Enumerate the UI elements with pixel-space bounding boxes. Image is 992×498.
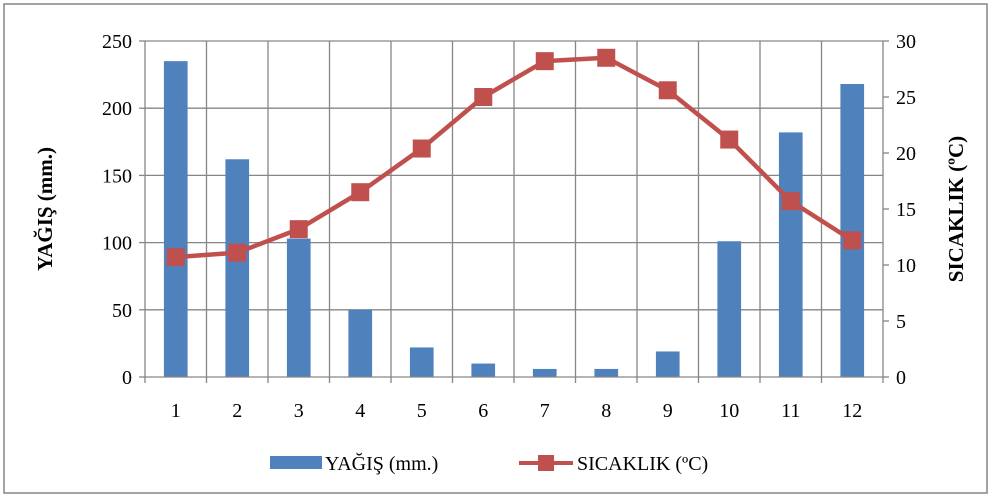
temperature-point	[597, 48, 616, 67]
temperature-point	[535, 52, 554, 71]
x-tick-label: 8	[601, 400, 611, 422]
y2-tick-label: 30	[896, 31, 916, 53]
x-tick-label: 9	[663, 400, 673, 422]
temperature-point	[720, 130, 739, 149]
grid-layer	[145, 40, 883, 377]
bar	[655, 351, 680, 377]
temperature-point	[166, 248, 185, 267]
bar	[348, 309, 373, 377]
temperature-point	[228, 243, 247, 262]
legend: YAĞIŞ (mm.) SICAKLIK (ºC)	[270, 452, 708, 475]
y-tick-label: 250	[102, 31, 132, 53]
y2-tick-label: 25	[896, 87, 916, 109]
chart-frame	[3, 3, 988, 494]
legend-line-marker	[538, 455, 554, 471]
temperature-point	[351, 183, 370, 202]
x-tick-label: 6	[478, 400, 488, 422]
y2-tick-label: 10	[896, 255, 916, 277]
temperature-point	[843, 231, 862, 250]
bar	[840, 84, 865, 378]
legend-line-label: SICAKLIK (ºC)	[577, 453, 708, 475]
x-tick-label: 10	[719, 400, 739, 422]
y-axis-title: YAĞIŞ (mm.)	[33, 147, 57, 271]
y2-tick-label: 20	[896, 143, 916, 165]
y-tick-label: 150	[102, 165, 132, 187]
temperature-point	[412, 139, 431, 158]
y2-tick-label: 0	[896, 367, 906, 389]
y-tick-label: 100	[102, 233, 132, 255]
bar	[471, 363, 496, 377]
temperature-point	[474, 88, 493, 106]
bar	[286, 238, 311, 377]
y-tick-label: 0	[122, 367, 132, 389]
bar	[532, 368, 557, 377]
x-tick-label: 4	[355, 400, 365, 422]
temperature-line	[175, 55, 854, 260]
bar	[594, 368, 619, 377]
temperature-point	[658, 81, 677, 100]
bar	[409, 347, 434, 377]
bar	[163, 61, 188, 377]
y2-tick-label: 5	[896, 311, 906, 333]
legend-bar-label: YAĞIŞ (mm.)	[325, 452, 438, 475]
x-tick-label: 3	[294, 400, 304, 422]
line-layer	[166, 48, 862, 267]
x-tick-label: 11	[781, 400, 800, 422]
x-tick-label: 12	[842, 400, 862, 422]
temperature-point	[781, 192, 800, 211]
bar	[225, 159, 250, 377]
y-tick-label: 50	[112, 300, 132, 322]
bar	[717, 241, 742, 377]
x-tick-label: 7	[540, 400, 550, 422]
x-tick-label: 5	[417, 400, 427, 422]
temperature-point	[289, 220, 308, 239]
x-tick-label: 2	[232, 400, 242, 422]
y2-axis-title: SICAKLIK (ºC)	[944, 136, 968, 282]
x-tick-label: 1	[171, 400, 181, 422]
y2-tick-label: 15	[896, 199, 916, 221]
bar	[778, 132, 803, 377]
legend-bar-swatch	[270, 456, 322, 469]
y-tick-label: 200	[102, 98, 132, 120]
